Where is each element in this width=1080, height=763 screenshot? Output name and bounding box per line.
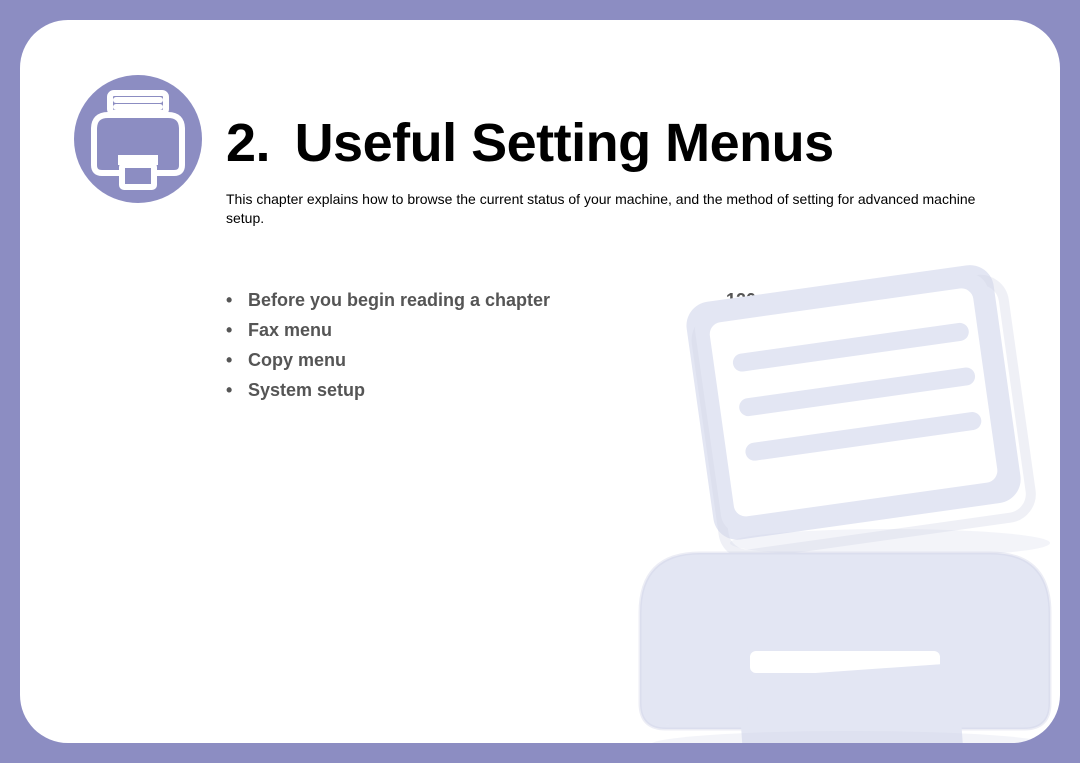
bullet-icon: • (226, 290, 248, 311)
page-border: 2. Useful Setting Menus This chapter exp… (0, 0, 1080, 763)
toc-label: Fax menu (248, 320, 332, 341)
toc-list: • Before you begin reading a chapter 120… (226, 290, 786, 410)
toc-page: 121 (726, 320, 786, 341)
bullet-icon: • (226, 380, 248, 401)
toc-page: 120 (726, 290, 786, 311)
chapter-title: Useful Setting Menus (295, 113, 834, 173)
page-surface: 2. Useful Setting Menus This chapter exp… (20, 20, 1060, 743)
bullet-icon: • (226, 320, 248, 341)
toc-label: Before you begin reading a chapter (248, 290, 550, 311)
toc-label: Copy menu (248, 350, 346, 371)
toc-page: 124 (726, 350, 786, 371)
printer-icon (74, 75, 202, 203)
toc-page: 126 (726, 380, 786, 401)
toc-item: • Before you begin reading a chapter 120 (226, 290, 786, 311)
toc-item: • System setup 126 (226, 380, 786, 401)
chapter-number: 2. (226, 113, 270, 173)
toc-item: • Fax menu 121 (226, 320, 786, 341)
toc-label: System setup (248, 380, 365, 401)
bullet-icon: • (226, 350, 248, 371)
toc-item: • Copy menu 124 (226, 350, 786, 371)
chapter-subtitle: This chapter explains how to browse the … (226, 190, 986, 228)
chapter-heading: 2. Useful Setting Menus (226, 112, 834, 174)
